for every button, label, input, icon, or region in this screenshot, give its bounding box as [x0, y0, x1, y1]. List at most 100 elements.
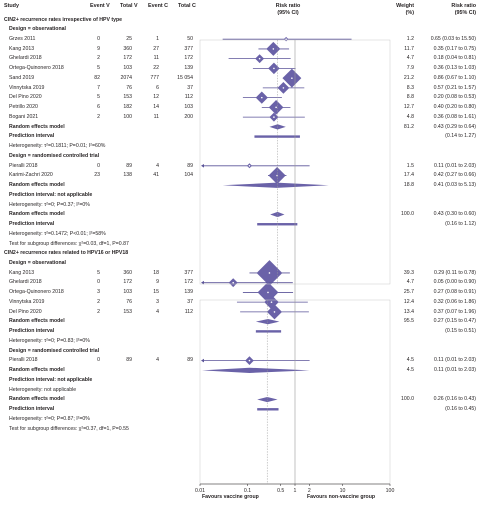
event-v-value: 6 — [97, 104, 100, 111]
random-effects-label: Random effects model — [9, 396, 65, 403]
weight-value: 13.4 — [403, 308, 414, 315]
total-v-value: 89 — [126, 357, 132, 364]
study-point — [282, 87, 285, 89]
event-v-value: 5 — [97, 65, 100, 72]
header-risk-ratio: Risk ratio — [275, 3, 301, 9]
event-v-value: 0 — [97, 162, 100, 169]
header-total-v: Total V — [120, 3, 138, 9]
total-v-value: 103 — [123, 65, 132, 72]
study-name: Sand 2019 — [9, 74, 35, 81]
risk-ratio-value: 0.29 (0.11 to 0.78) — [433, 269, 476, 276]
weight-value: 1.2 — [406, 35, 414, 42]
risk-ratio-value: 0.27 (0.08 to 0.91) — [433, 289, 476, 296]
random-effects-label: Random effects model — [9, 182, 65, 189]
subgroup-label: Prediction interval: not applicable — [9, 191, 93, 198]
total-v-value: 153 — [123, 308, 132, 315]
event-v-value: 5 — [97, 269, 100, 276]
prediction-interval-label: Prediction interval — [9, 406, 55, 413]
weight-value: 100.0 — [401, 396, 414, 403]
event-v-value: 7 — [97, 84, 100, 91]
weight-value: 18.8 — [403, 182, 414, 189]
header-rr-col-ci: (95% CI) — [454, 10, 476, 16]
total-c-value: 172 — [184, 55, 193, 62]
ci-arrow — [201, 358, 204, 363]
total-c-value: 103 — [184, 104, 193, 111]
risk-ratio-value: 0.11 (0.01 to 2.03) — [433, 357, 476, 364]
risk-ratio-value: 0.43 (0.30 to 0.60) — [433, 211, 476, 218]
heterogeneity-text: Heterogeneity: τ²=0.1472; P<0.01; I²=58% — [9, 230, 106, 237]
event-v-value: 82 — [94, 74, 100, 81]
weight-value: 95.5 — [403, 318, 414, 325]
study-point — [273, 67, 275, 70]
prediction-interval-label: Prediction interval — [9, 133, 55, 140]
pooled-diamond — [202, 367, 310, 373]
weight-value: 81.2 — [403, 123, 414, 130]
risk-ratio-value: 0.42 (0.27 to 0.66) — [433, 172, 476, 179]
weight-value: 21.2 — [403, 74, 414, 81]
total-c-value: 377 — [184, 45, 193, 52]
weight-value: 100.0 — [401, 211, 414, 218]
study-name: Del Pino 2020 — [9, 94, 42, 101]
total-c-value: 37 — [187, 84, 193, 91]
study-point — [285, 38, 287, 40]
study-name: Kang 2013 — [9, 45, 35, 52]
study-point — [291, 77, 293, 79]
total-v-value: 172 — [123, 279, 132, 286]
weight-value: 11.7 — [404, 45, 414, 52]
risk-ratio-value: 0.32 (0.06 to 1.86) — [433, 298, 476, 305]
pooled-diamond — [222, 182, 329, 188]
weight-value: 4.8 — [406, 113, 414, 120]
random-effects-label: Random effects model — [9, 211, 65, 218]
study-point — [275, 106, 277, 109]
study-name: Ghelardi 2018 — [9, 55, 42, 62]
risk-ratio-value: 0.11 (0.01 to 2.03) — [433, 162, 476, 169]
heterogeneity-text: Test for subgroup differences: χ²=0.03, … — [9, 240, 129, 247]
total-c-value: 89 — [187, 162, 193, 169]
study-name: Vinnytska 2019 — [9, 298, 45, 305]
event-v-value: 3 — [97, 289, 100, 296]
event-v-value: 2 — [97, 298, 100, 305]
total-v-value: 360 — [123, 269, 132, 276]
total-c-value: 377 — [184, 269, 193, 276]
event-c-value: 3 — [156, 298, 159, 305]
weight-value: 7.9 — [406, 65, 414, 72]
event-c-value: 9 — [156, 279, 159, 286]
risk-ratio-value: (0.15 to 0.51) — [445, 328, 476, 335]
study-point — [232, 281, 235, 284]
subgroup-label: Design = observational — [9, 260, 66, 266]
header-event-v: Event V — [90, 3, 110, 9]
prediction-bar — [257, 408, 279, 411]
heterogeneity-text: Heterogeneity: τ²=0; P=0.37; I²=0% — [9, 201, 90, 208]
subgroup-label: Design = randomised controlled trial — [9, 347, 100, 354]
risk-ratio-value: 0.20 (0.08 to 0.53) — [433, 94, 476, 101]
x-tick-label: 0.1 — [244, 488, 251, 494]
header-study: Study — [4, 3, 19, 9]
study-name: Vinnytska 2019 — [9, 84, 45, 91]
event-c-value: 11 — [153, 55, 159, 62]
heterogeneity-text: Test for subgroup differences: χ²=0.37, … — [9, 425, 129, 432]
header-risk-ratio-ci: (95% CI) — [277, 10, 299, 16]
weight-value: 17.4 — [403, 172, 414, 179]
heterogeneity-text: Heterogeneity: τ²=0.1811; P=0.01; I²=60% — [9, 143, 106, 150]
subgroup-label: Design = randomised controlled trial — [9, 152, 100, 159]
event-c-value: 14 — [153, 104, 159, 111]
risk-ratio-value: 0.05 (0.00 to 0.90) — [433, 279, 476, 286]
pooled-diamond — [255, 319, 280, 325]
x-tick-label: 2 — [308, 488, 311, 494]
risk-ratio-value: 0.27 (0.15 to 0.47) — [433, 318, 476, 325]
x-tick-label: 0.01 — [195, 488, 205, 494]
total-v-value: 2074 — [120, 74, 132, 81]
total-v-value: 172 — [123, 55, 132, 62]
section-title: CIN2+ recurrence rates irrespective of H… — [4, 16, 123, 23]
event-v-value: 0 — [97, 357, 100, 364]
study-point — [273, 311, 276, 313]
header-weight: Weight — [396, 3, 414, 9]
total-v-value: 103 — [123, 289, 132, 296]
weight-value: 4.5 — [406, 357, 414, 364]
prediction-interval-label: Prediction interval — [9, 328, 55, 335]
event-c-value: 777 — [150, 74, 159, 81]
header-event-c: Event C — [148, 3, 169, 9]
event-c-value: 18 — [153, 269, 159, 276]
risk-ratio-value: (0.14 to 1.27) — [445, 133, 476, 140]
risk-ratio-value: 0.35 (0.17 to 0.75) — [433, 45, 476, 52]
